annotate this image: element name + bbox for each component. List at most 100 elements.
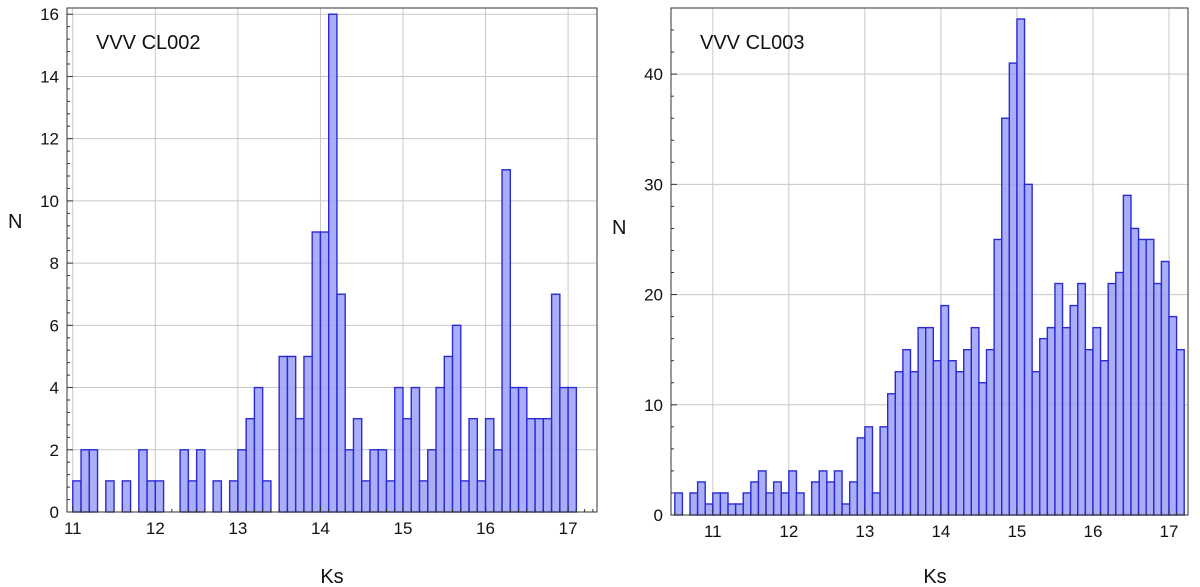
- histogram-bar: [1016, 18, 1026, 516]
- histogram-bar: [902, 348, 912, 516]
- y-tick-label: 30: [644, 175, 663, 194]
- y-tick-label: 8: [50, 254, 59, 273]
- histogram-bar: [848, 481, 858, 516]
- histogram-bar: [195, 449, 206, 513]
- x-tick-label: 16: [476, 519, 495, 538]
- x-axis-label: Ks: [923, 566, 946, 587]
- chart-title: VVV CL002: [96, 32, 201, 54]
- histogram-bar: [917, 326, 927, 516]
- x-tick-label: 13: [855, 522, 874, 541]
- histogram-bar: [418, 480, 429, 513]
- histogram-bar: [1130, 227, 1140, 516]
- histogram-bar: [1084, 348, 1094, 516]
- histogram-bar: [361, 480, 371, 513]
- histogram-bar: [886, 393, 896, 516]
- histogram-bar: [978, 382, 988, 516]
- histogram-bar: [245, 417, 256, 513]
- histogram-bar: [689, 492, 699, 516]
- histogram-bar: [121, 480, 132, 513]
- x-tick-label: 14: [311, 519, 330, 538]
- y-tick-label: 10: [40, 192, 59, 211]
- histogram-bar: [864, 426, 874, 516]
- histogram-bar: [955, 371, 965, 516]
- histogram-bars: [674, 18, 1185, 516]
- x-tick-label: 11: [704, 522, 722, 541]
- histogram-bar: [993, 238, 1003, 516]
- histogram-bar: [526, 417, 536, 513]
- histogram-bar: [311, 231, 322, 513]
- histogram-bar: [534, 417, 545, 513]
- histogram-bar: [468, 417, 478, 513]
- histogram-bar: [212, 480, 223, 513]
- histogram-bar: [451, 324, 462, 513]
- histogram-bar: [712, 492, 722, 516]
- histogram-bar: [788, 470, 798, 516]
- histogram-bar: [1008, 62, 1018, 516]
- y-tick-label: 14: [40, 67, 59, 86]
- histogram-bar: [909, 371, 919, 516]
- histogram-bar: [303, 355, 313, 513]
- histogram-bar: [719, 492, 729, 516]
- y-tick-label: 6: [50, 316, 59, 335]
- histogram-bar: [1054, 282, 1064, 516]
- histogram-bar: [818, 470, 828, 516]
- plot-frame: [66, 7, 598, 513]
- histogram-bar: [1099, 359, 1109, 516]
- histogram-bar: [734, 503, 744, 516]
- y-tick-label: 0: [50, 503, 59, 522]
- y-tick-label: 16: [40, 5, 59, 24]
- histogram-bar: [460, 480, 470, 513]
- histogram-bar: [674, 492, 684, 516]
- histogram-bar: [427, 449, 437, 513]
- histogram-bar: [841, 503, 851, 516]
- histogram-bar: [1039, 337, 1049, 516]
- chart-panel-vvv-cl002: 11 12 13 14 15 16 17 0 2 4 6 8 10 12 14 16 N Ks VVV CL0…: [8, 5, 598, 587]
- histogram-bar: [369, 449, 379, 513]
- histogram-bar: [410, 386, 421, 513]
- histogram-bar: [501, 169, 512, 513]
- x-tick-label: 12: [779, 522, 798, 541]
- histogram-bar: [344, 449, 355, 513]
- histogram-bar: [88, 449, 99, 513]
- histogram-bar: [1137, 238, 1147, 516]
- histogram-bar: [146, 480, 157, 513]
- histogram-bar: [509, 386, 520, 513]
- histogram-bar: [932, 359, 942, 516]
- x-tick-label: 13: [228, 519, 247, 538]
- histogram-bar: [810, 481, 820, 516]
- histogram-bar: [443, 355, 454, 513]
- histogram-bar: [1160, 260, 1170, 516]
- histogram-bar: [704, 503, 714, 516]
- histogram-bar: [1145, 238, 1155, 516]
- histogram-bar: [261, 480, 272, 513]
- x-tick-label: 17: [559, 519, 578, 538]
- histogram-bar: [567, 386, 578, 513]
- histogram-bar: [1069, 304, 1079, 516]
- tick-labels: 11 12 13 14 15 16 17 0 2 4 6 8 10 12 14 16: [40, 5, 577, 538]
- histogram-bar: [517, 386, 528, 513]
- tick-labels: 11 12 13 14 15 16 17 0 10 20 30 40: [644, 65, 1178, 541]
- y-axis-label: N: [612, 217, 626, 239]
- plot-frame: [670, 7, 1189, 516]
- histogram-bar: [327, 13, 338, 513]
- histogram-bar: [1092, 326, 1102, 516]
- y-tick-label: 2: [50, 441, 59, 460]
- x-tick-label: 15: [1007, 522, 1026, 541]
- histogram-bar: [105, 480, 115, 513]
- histogram-bar: [879, 426, 889, 516]
- histogram-bar: [542, 417, 553, 513]
- x-tick-label: 14: [931, 522, 950, 541]
- histogram-bar: [179, 449, 190, 513]
- histogram-bar: [550, 293, 561, 513]
- histogram-bar: [970, 326, 980, 516]
- histogram-bar: [1046, 326, 1056, 516]
- histogram-bar: [750, 481, 760, 516]
- y-tick-label: 20: [644, 286, 663, 305]
- chart-title: VVV CL003: [700, 32, 805, 54]
- axis-ticks: [671, 7, 1185, 516]
- axis-ticks: [67, 13, 594, 513]
- y-tick-label: 4: [50, 379, 59, 398]
- histogram-bar: [484, 417, 495, 513]
- histogram-bar: [377, 449, 388, 513]
